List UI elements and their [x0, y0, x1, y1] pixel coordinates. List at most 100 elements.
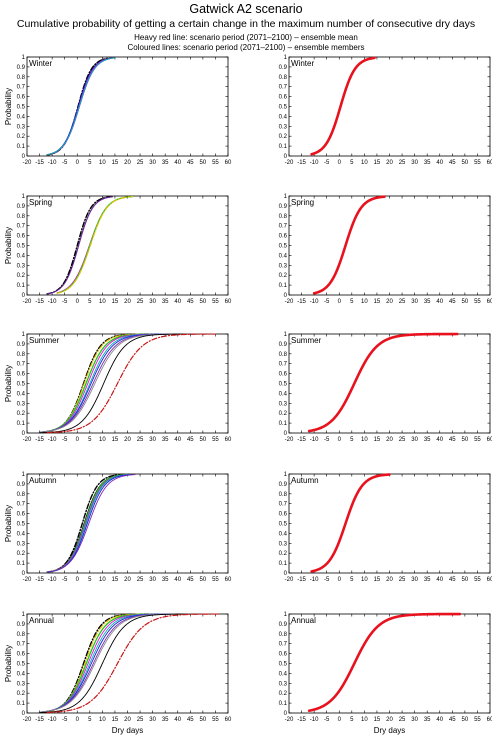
y-tick-label: 0.2	[279, 273, 288, 279]
x-tick-label: 30	[411, 717, 418, 723]
x-tick-label: -5	[62, 577, 68, 583]
panel-winter-mean: -20 -15 -10 -5 0 5 10 15 20 25 30 35 40 45 50 55 60 0 0.1 0…	[279, 55, 492, 166]
x-tick-label: 20	[124, 299, 131, 305]
x-tick-label: 50	[200, 717, 207, 723]
y-tick-label: 0.2	[17, 691, 26, 697]
x-tick-label: 55	[212, 437, 219, 443]
x-tick-label: 45	[187, 299, 194, 305]
y-tick-label: 0.2	[279, 411, 288, 417]
y-tick-label: 1	[284, 332, 288, 338]
plot-area	[288, 56, 491, 157]
x-tick-label: 25	[399, 437, 406, 443]
x-tick-label: 10	[99, 717, 106, 723]
x-tick-label: 15	[112, 299, 119, 305]
x-tick-label: -15	[35, 577, 44, 583]
x-tick-label: 30	[411, 577, 418, 583]
x-tick-label: 60	[487, 160, 492, 166]
y-tick-label: 1	[22, 194, 26, 200]
y-tick-label: 1	[22, 472, 26, 478]
x-tick-label: -10	[310, 160, 319, 166]
x-tick-label: -5	[62, 299, 68, 305]
y-tick-label: 0	[284, 571, 288, 577]
y-tick-label: 0.8	[17, 75, 26, 81]
y-tick-label: 0.3	[17, 541, 26, 547]
y-tick-label: 0.7	[279, 642, 288, 648]
y-tick-label: 0.7	[17, 362, 26, 368]
y-tick-label: 0.2	[17, 411, 26, 417]
y-axis-label: Probability	[4, 88, 13, 125]
x-tick-label: 5	[88, 299, 92, 305]
x-tick-label: -20	[23, 437, 32, 443]
x-tick-label: 45	[187, 437, 194, 443]
x-tick-label: 25	[137, 577, 144, 583]
x-tick-label: 25	[137, 437, 144, 443]
x-tick-label: 40	[174, 577, 181, 583]
season-label: Summer	[29, 336, 60, 345]
x-tick-label: 40	[436, 160, 443, 166]
ensemble-member-line	[46, 333, 217, 434]
x-tick-label: 5	[350, 437, 354, 443]
x-tick-label: 30	[149, 160, 156, 166]
y-tick-label: 0.2	[17, 273, 26, 279]
season-label: Annual	[29, 616, 54, 625]
x-tick-label: 0	[76, 577, 80, 583]
x-tick-label: 60	[487, 577, 492, 583]
x-tick-label: -10	[48, 717, 57, 723]
ensemble-mean-line	[310, 473, 391, 573]
y-tick-label: 0.8	[279, 352, 288, 358]
x-tick-label: 15	[374, 160, 381, 166]
x-tick-label: -15	[297, 577, 306, 583]
x-axis-label: Dry days	[374, 726, 406, 735]
y-tick-label: 0.3	[279, 401, 288, 407]
x-tick-label: 55	[474, 717, 481, 723]
x-tick-label: 30	[149, 577, 156, 583]
x-tick-label: 35	[162, 577, 169, 583]
x-tick-label: 60	[225, 717, 232, 723]
x-tick-label: 5	[350, 717, 354, 723]
x-tick-label: 35	[162, 160, 169, 166]
x-tick-label: 50	[462, 437, 469, 443]
x-tick-label: -10	[310, 577, 319, 583]
x-tick-label: 55	[474, 437, 481, 443]
x-tick-label: -20	[23, 577, 32, 583]
y-tick-label: 0.4	[17, 671, 26, 677]
y-tick-label: 0.4	[279, 253, 288, 259]
x-tick-label: 45	[449, 717, 456, 723]
x-tick-label: 40	[174, 160, 181, 166]
x-tick-label: 40	[436, 717, 443, 723]
y-tick-label: 1	[284, 55, 288, 61]
x-tick-label: 40	[174, 299, 181, 305]
x-tick-label: -5	[62, 717, 68, 723]
x-tick-label: 15	[112, 160, 119, 166]
x-tick-label: 60	[225, 577, 232, 583]
y-tick-label: 0.5	[279, 244, 288, 250]
ensemble-member-line	[46, 474, 136, 573]
x-tick-label: -20	[285, 577, 294, 583]
x-tick-label: 40	[174, 437, 181, 443]
x-tick-label: 50	[462, 160, 469, 166]
chart-title: Gatwick A2 scenario	[189, 2, 303, 16]
x-tick-label: -20	[23, 717, 32, 723]
x-tick-label: 20	[386, 299, 393, 305]
x-tick-label: 35	[424, 437, 431, 443]
x-tick-label: 60	[487, 717, 492, 723]
y-tick-label: 1	[22, 55, 26, 61]
y-tick-label: 0.5	[17, 522, 26, 528]
y-tick-label: 0.3	[279, 681, 288, 687]
x-tick-label: 0	[76, 437, 80, 443]
x-tick-label: -15	[297, 437, 306, 443]
x-tick-label: 5	[88, 160, 92, 166]
y-tick-label: 0.7	[279, 502, 288, 508]
y-tick-label: 0.1	[17, 144, 26, 150]
x-tick-label: -5	[324, 717, 330, 723]
y-tick-label: 0.5	[17, 105, 26, 111]
x-tick-label: 5	[350, 160, 354, 166]
y-tick-label: 0.3	[279, 124, 288, 130]
y-tick-label: 0.6	[279, 512, 288, 518]
panel-spring-members: -20 -15 -10 -5 0 5 10 15 20 25 30 35 40 45 50 55 60 0 0.1 0…	[4, 194, 232, 305]
y-tick-label: 1	[284, 194, 288, 200]
x-tick-label: -10	[310, 299, 319, 305]
y-tick-label: 0	[284, 711, 288, 717]
y-tick-label: 0.9	[17, 482, 26, 488]
x-tick-label: -10	[310, 437, 319, 443]
